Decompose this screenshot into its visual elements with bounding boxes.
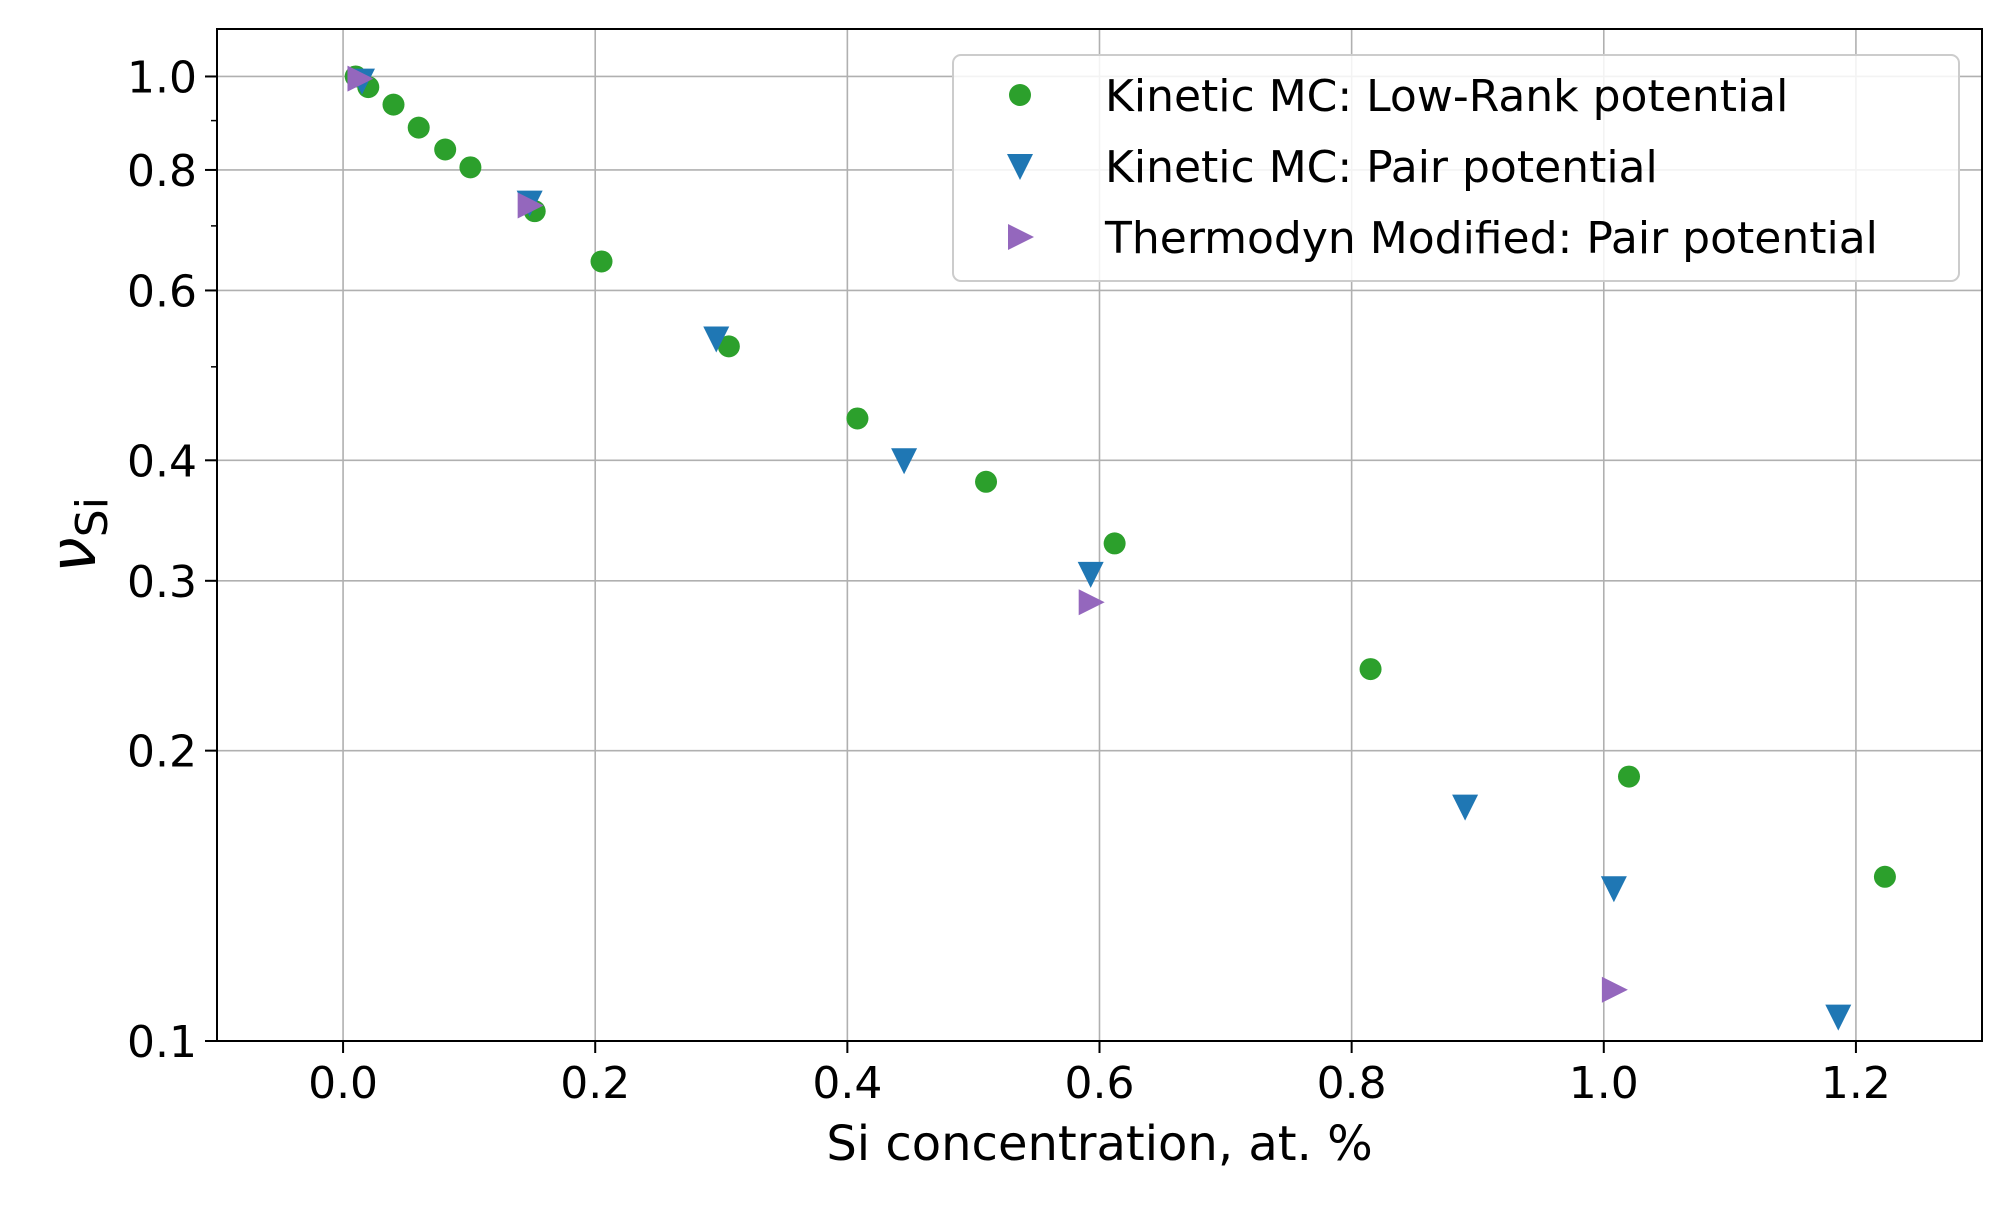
data-point — [1103, 532, 1126, 555]
legend-item: Kinetic MC: Low-Rank potential — [1009, 71, 1788, 122]
data-point — [407, 116, 430, 139]
data-point — [846, 407, 869, 430]
legend-label: Kinetic MC: Low-Rank potential — [1105, 71, 1788, 122]
x-tick-label: 1.2 — [1821, 1058, 1891, 1109]
data-point — [1077, 561, 1104, 588]
y-axis-label-main: ν — [37, 537, 111, 573]
data-point — [1873, 865, 1896, 888]
data-point — [717, 335, 740, 358]
y-axis-label-text: νSi — [37, 497, 118, 573]
x-tick-label: 0.4 — [812, 1058, 882, 1109]
plot-area-frame — [216, 28, 1983, 1042]
data-point — [1359, 658, 1382, 681]
legend-item: Kinetic MC: Pair potential — [1007, 142, 1658, 193]
data-point — [517, 192, 544, 219]
x-tick-label: 0.0 — [308, 1058, 378, 1109]
data-markers — [344, 65, 1896, 1031]
y-axis-label-subscript: Si — [67, 497, 118, 537]
data-point — [590, 250, 613, 273]
y-tick-label: 0.4 — [127, 436, 197, 487]
y-tick-label: 0.8 — [127, 146, 197, 197]
data-point — [434, 138, 457, 161]
legend-marker — [1009, 84, 1031, 106]
x-axis-label: Si concentration, at. % — [826, 1116, 1372, 1172]
data-point — [459, 156, 482, 179]
data-point — [891, 448, 918, 475]
y-axis-label: νSi — [37, 497, 118, 573]
x-tick-label: 0.8 — [1317, 1058, 1387, 1109]
legend-box — [952, 54, 1960, 282]
data-point — [1452, 794, 1479, 821]
x-tick-label: 1.0 — [1569, 1058, 1639, 1109]
data-point — [1825, 1004, 1852, 1031]
series-2 — [347, 65, 1628, 1003]
x-tick-label: 0.2 — [560, 1058, 630, 1109]
y-tick-label: 0.2 — [127, 727, 197, 778]
y-tick-label: 1.0 — [127, 52, 197, 103]
data-point — [1618, 765, 1640, 788]
legend-marker — [1007, 154, 1033, 180]
data-point — [703, 326, 730, 353]
y-tick-label: 0.3 — [127, 557, 197, 608]
legend-item: Thermodyn Modified: Pair potential — [1008, 213, 1878, 264]
legend-label: Thermodyn Modified: Pair potential — [1104, 213, 1878, 264]
y-tick-label: 0.1 — [127, 1017, 197, 1068]
data-point — [1078, 589, 1105, 616]
data-point — [975, 470, 998, 493]
legend-label: Kinetic MC: Pair potential — [1105, 142, 1658, 193]
x-tick-label: 0.6 — [1065, 1058, 1135, 1109]
data-point — [382, 93, 405, 116]
series-1 — [348, 68, 1852, 1031]
data-point — [1600, 876, 1627, 903]
legend: Kinetic MC: Low-Rank potential Kinetic MC… — [952, 54, 1960, 282]
y-tick-label: 0.6 — [127, 266, 197, 317]
data-point — [347, 65, 374, 92]
legend-marker — [1008, 224, 1034, 250]
axis-ticks: 0.0 0.2 0.4 0.6 0.8 1.0 1.2 0.1 0.2 0.3 0.4 0.6 0.8 1… — [127, 52, 1891, 1109]
data-point — [1601, 976, 1628, 1003]
